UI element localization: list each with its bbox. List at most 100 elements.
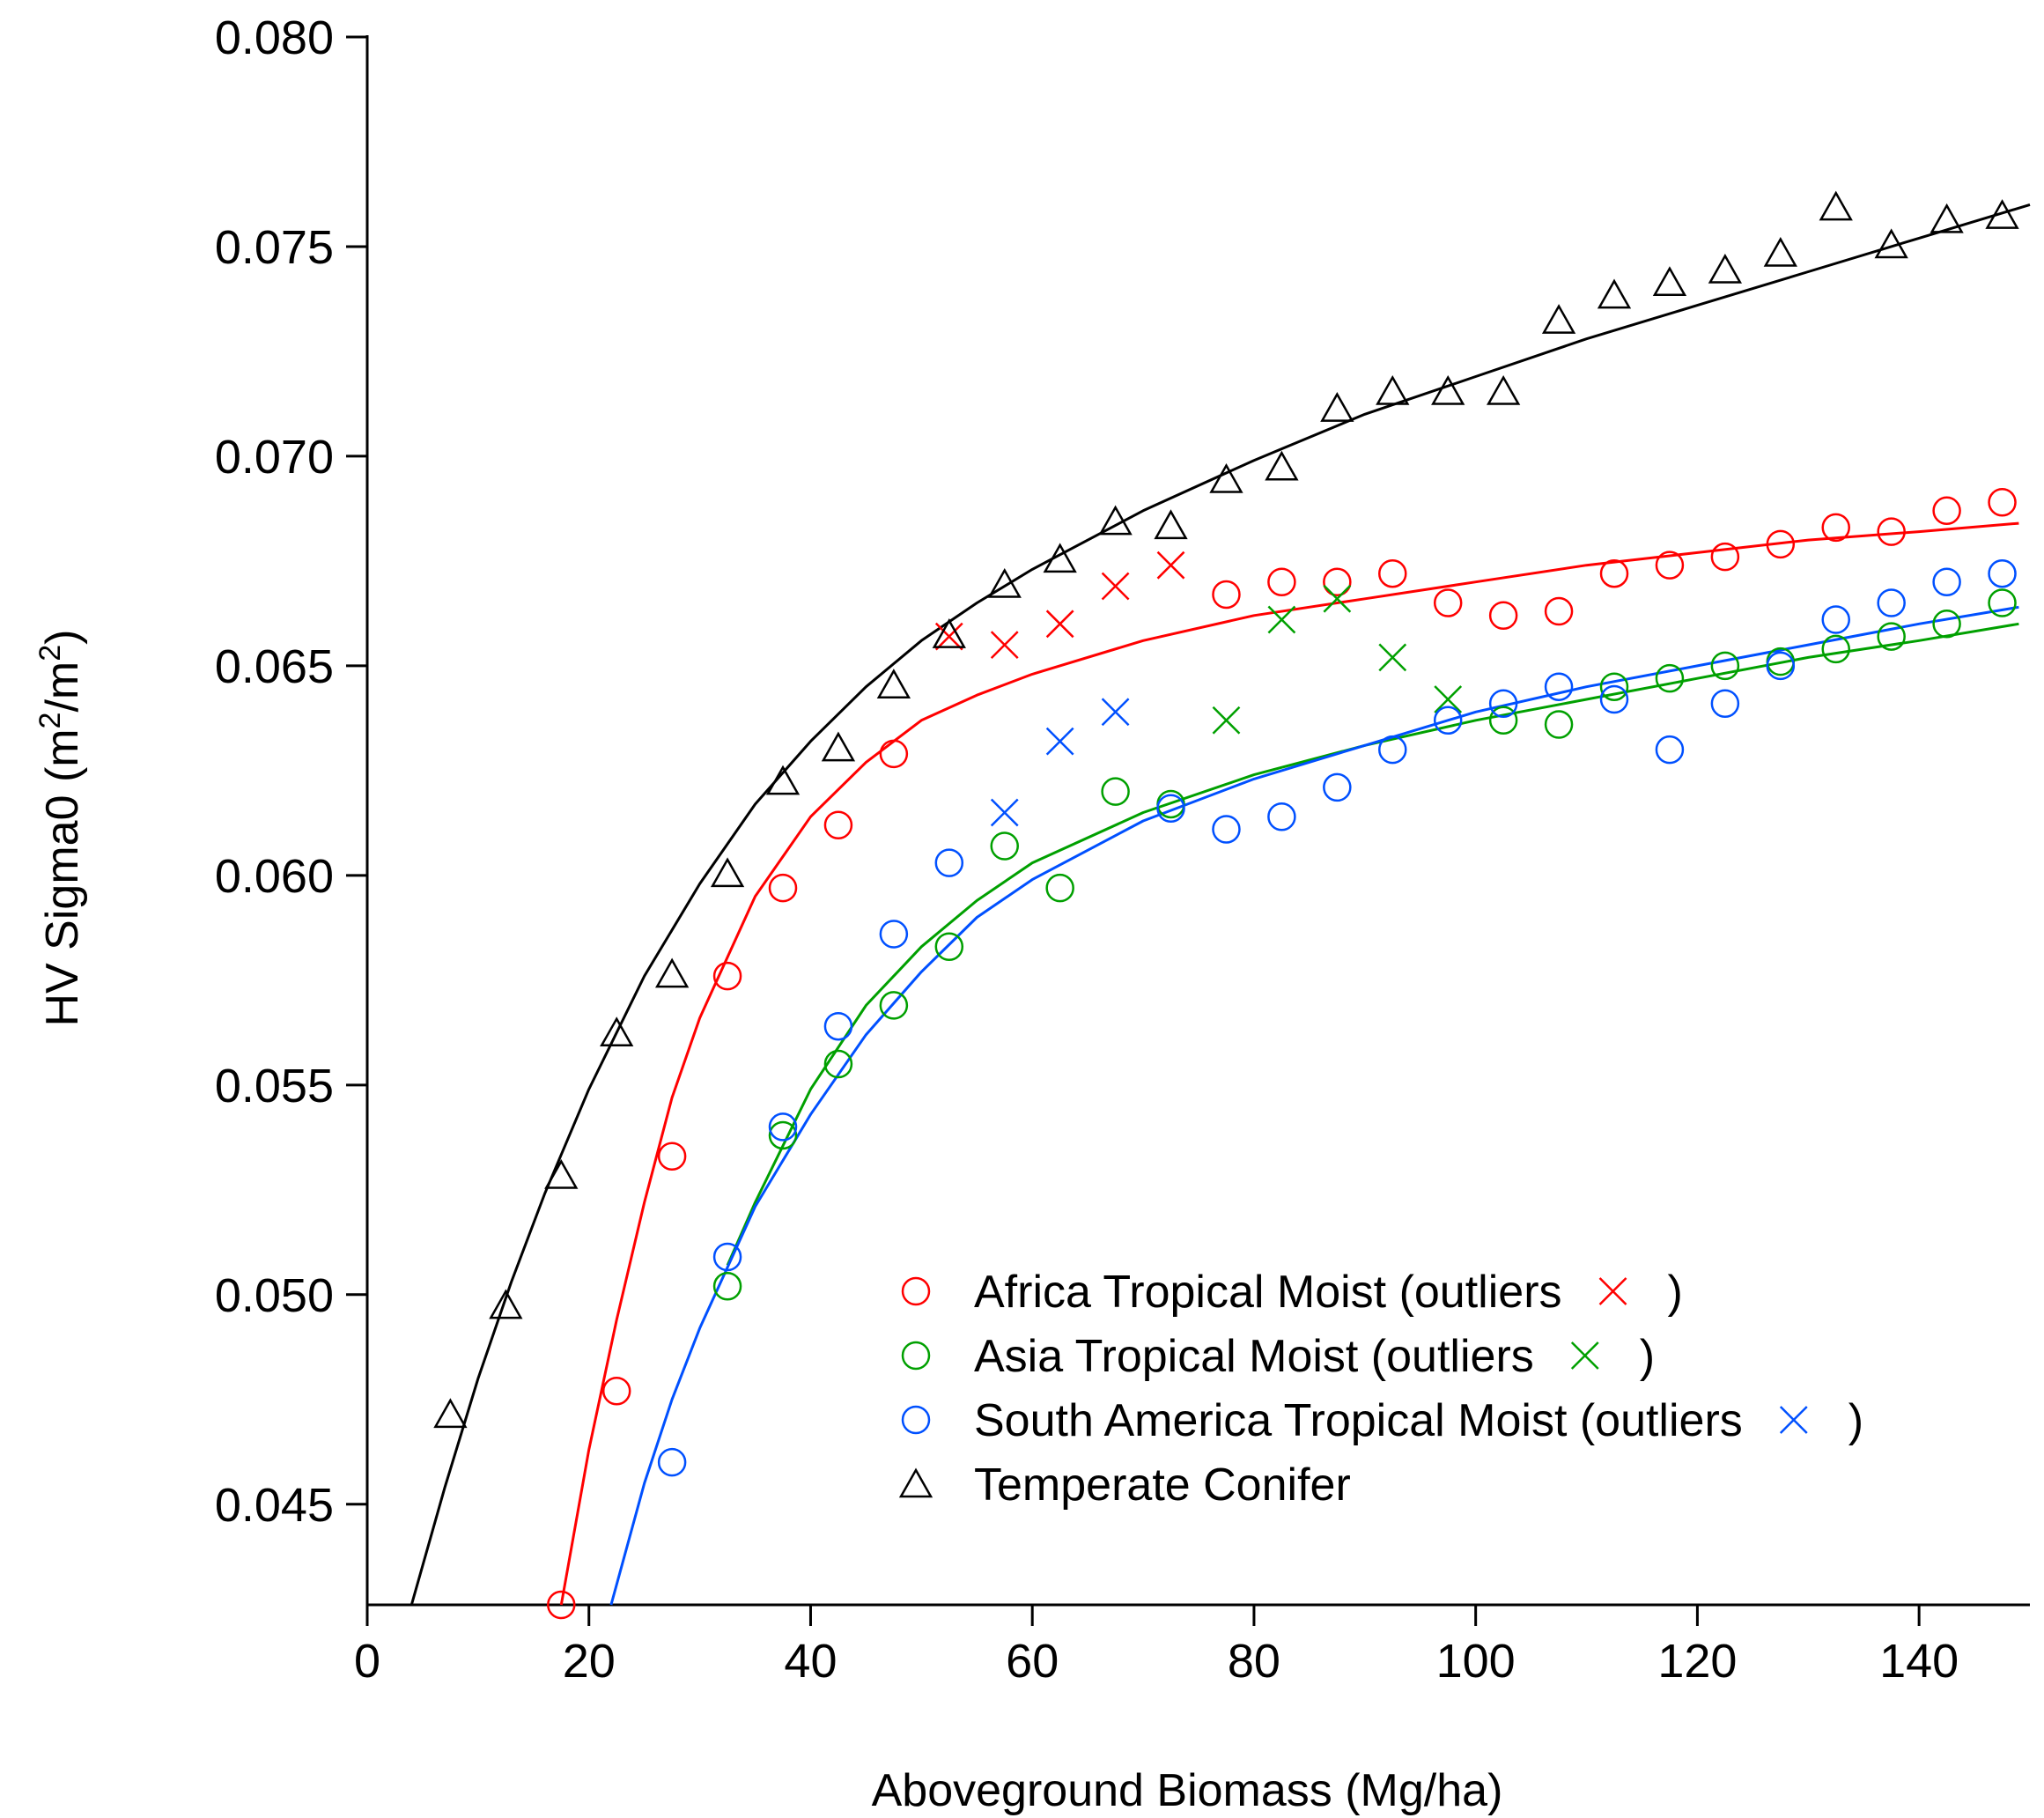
legend-suffix-series-0: ) — [1668, 1267, 1683, 1318]
point-series-3 — [1597, 278, 1632, 309]
point-series-1 — [1655, 663, 1685, 693]
legend-label-series-0: Africa Tropical Moist (outliers — [974, 1267, 1562, 1318]
point-series-0 — [1323, 567, 1352, 596]
point-series-3 — [821, 731, 856, 762]
y-tick-label: 0.060 — [215, 850, 334, 903]
point-series-1 — [1710, 651, 1740, 681]
x-tick-label: 120 — [1657, 1635, 1737, 1688]
x-tick-label: 60 — [1006, 1635, 1059, 1688]
legend-suffix-series-1: ) — [1640, 1331, 1655, 1382]
outlier-series-0 — [1101, 572, 1130, 601]
outlier-series-1 — [1212, 706, 1241, 735]
point-series-0 — [1877, 517, 1906, 546]
point-series-3 — [544, 1159, 579, 1189]
point-series-2 — [712, 1242, 742, 1272]
point-series-3 — [765, 765, 801, 795]
point-series-3 — [1874, 228, 1908, 259]
point-series-3 — [1320, 392, 1354, 422]
point-series-0 — [768, 873, 798, 903]
point-series-2 — [1212, 815, 1241, 844]
point-series-1 — [823, 1049, 853, 1079]
point-series-0 — [1488, 601, 1518, 631]
point-series-3 — [1043, 543, 1077, 573]
point-series-0 — [657, 1142, 687, 1171]
point-series-1 — [1988, 588, 2017, 617]
point-series-2 — [1599, 684, 1629, 714]
point-series-0 — [1267, 567, 1296, 596]
outlier-series-0 — [990, 631, 1019, 659]
outlier-series-1 — [1378, 643, 1407, 672]
y-tick-label: 0.075 — [215, 221, 334, 274]
point-series-2 — [657, 1447, 687, 1477]
point-series-3 — [600, 1016, 634, 1046]
legend-marker-series-0 — [901, 1276, 931, 1306]
y-tick-label: 0.070 — [215, 431, 334, 484]
point-series-2 — [823, 1011, 853, 1041]
point-series-2 — [1323, 772, 1352, 802]
y-axis-title: HV Sigma0 (m2/m2) — [33, 629, 88, 1026]
y-axis-title-main: HV Sigma0 (m — [37, 728, 88, 1026]
y-tick-label: 0.050 — [215, 1269, 334, 1322]
point-series-3 — [1819, 190, 1853, 221]
point-series-3 — [987, 567, 1022, 598]
point-series-3 — [1930, 203, 1964, 233]
legend-marker-series-3 — [898, 1467, 933, 1498]
outlier-series-0 — [1045, 610, 1074, 639]
fit-line-series-3 — [410, 203, 2031, 1606]
x-tick-label: 140 — [1879, 1635, 1959, 1688]
outlier-series-0 — [1156, 551, 1185, 580]
point-series-1 — [879, 991, 909, 1020]
point-series-2 — [1378, 735, 1407, 765]
legend-outlier-marker-series-0 — [1598, 1277, 1627, 1305]
point-series-0 — [712, 961, 742, 991]
y-axis-title-sup-1: 2 — [33, 713, 67, 729]
legend-outlier-marker-series-1 — [1570, 1341, 1599, 1370]
point-series-1 — [1544, 710, 1574, 739]
point-series-3 — [654, 957, 690, 988]
y-axis-title-sup-2: 2 — [33, 645, 67, 661]
point-series-2 — [879, 920, 909, 949]
y-tick-label: 0.045 — [215, 1479, 334, 1532]
y-tick-label: 0.080 — [215, 11, 334, 64]
legend-outlier-marker-series-2 — [1779, 1406, 1808, 1434]
point-series-2 — [934, 848, 964, 877]
point-series-2 — [1488, 689, 1518, 718]
point-series-3 — [1265, 450, 1299, 481]
point-series-3 — [1376, 375, 1410, 405]
point-series-1 — [712, 1272, 742, 1301]
legend-label-series-2: South America Tropical Moist (outliers — [974, 1395, 1743, 1446]
legend-suffix-series-2: ) — [1848, 1395, 1863, 1446]
outlier-series-1 — [1434, 685, 1463, 713]
point-series-0 — [879, 739, 909, 769]
point-series-3 — [876, 669, 911, 698]
point-series-0 — [601, 1377, 631, 1406]
point-series-2 — [1710, 689, 1740, 718]
y-axis-title-end: ) — [37, 629, 88, 644]
legend-label-series-1: Asia Tropical Moist (outliers — [974, 1331, 1534, 1382]
legend: Africa Tropical Moist (outliers) Asia Tro… — [898, 1267, 1863, 1511]
point-series-1 — [1877, 622, 1906, 651]
point-series-2 — [1655, 735, 1685, 765]
point-series-0 — [1599, 558, 1629, 588]
point-series-3 — [1763, 236, 1797, 267]
point-series-2 — [1932, 567, 1961, 596]
outlier-series-1 — [1267, 605, 1296, 634]
point-series-3 — [1486, 375, 1521, 405]
point-series-0 — [1212, 580, 1241, 610]
x-tick-label: 40 — [784, 1635, 837, 1688]
legend-marker-series-1 — [901, 1341, 931, 1371]
y-axis-title-mid: /m — [37, 661, 88, 713]
legend-marker-series-2 — [901, 1405, 931, 1435]
point-series-3 — [1541, 304, 1576, 334]
point-series-0 — [1655, 551, 1685, 580]
point-series-0 — [1544, 596, 1574, 626]
point-series-3 — [1652, 266, 1687, 297]
outlier-series-2 — [1101, 698, 1130, 727]
point-series-1 — [1821, 634, 1850, 664]
point-series-3 — [1154, 509, 1188, 540]
point-series-1 — [1101, 777, 1130, 806]
outlier-series-0 — [934, 622, 963, 651]
x-tick-label: 80 — [1228, 1635, 1280, 1688]
